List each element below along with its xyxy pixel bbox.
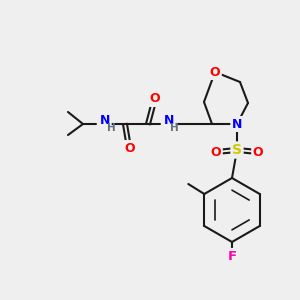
Text: H: H: [106, 123, 116, 133]
Text: F: F: [227, 250, 237, 262]
Text: O: O: [125, 142, 135, 154]
Text: H: H: [169, 123, 178, 133]
Text: O: O: [150, 92, 160, 106]
Text: O: O: [210, 65, 220, 79]
Text: O: O: [253, 146, 263, 158]
Text: S: S: [232, 143, 242, 157]
Text: N: N: [232, 118, 242, 130]
Text: N: N: [100, 115, 110, 128]
Text: O: O: [211, 146, 221, 158]
Text: N: N: [164, 115, 174, 128]
